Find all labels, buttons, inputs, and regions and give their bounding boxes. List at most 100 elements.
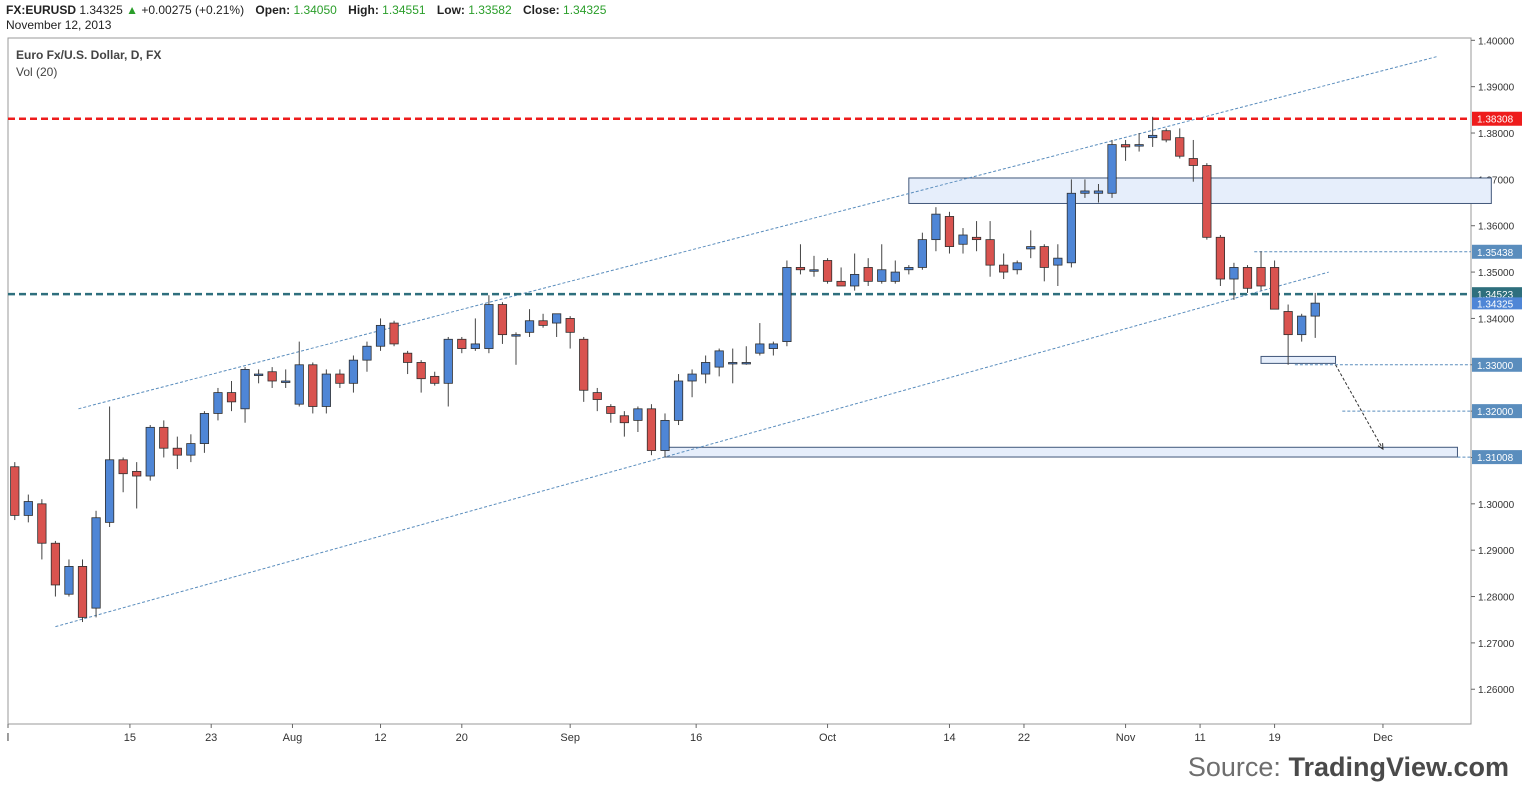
source-brand: TradingView.com — [1288, 752, 1509, 782]
candle-up — [809, 269, 819, 272]
candle-up — [104, 459, 115, 523]
candle-up — [186, 443, 196, 456]
x-tick-label: 14 — [943, 732, 955, 744]
level-price-tag — [1472, 244, 1522, 259]
candle-up — [348, 359, 359, 384]
y-tick-label: 1.37000 — [1478, 175, 1515, 186]
candle-down — [497, 304, 508, 336]
candle-down — [457, 338, 467, 349]
arrow-head-icon — [1377, 443, 1384, 451]
candle-up — [1148, 134, 1158, 139]
y-tick-label: 1.27000 — [1478, 639, 1515, 650]
candle-down — [822, 260, 833, 282]
candle-down — [335, 373, 345, 384]
y-tick-label: 1.26000 — [1478, 685, 1515, 696]
candle-down — [1161, 130, 1171, 141]
candle-up — [1066, 192, 1076, 264]
candle-up — [931, 213, 941, 241]
plot-frame — [7, 37, 1472, 725]
candle-up — [1053, 257, 1063, 266]
level-price-label: 1.35438 — [1477, 248, 1514, 259]
candle-down — [795, 267, 806, 271]
open-label: Open: — [255, 3, 291, 17]
candle-down — [999, 264, 1009, 273]
x-tick-label: 23 — [205, 732, 217, 744]
zone-rectangle — [1260, 355, 1337, 364]
candle-up — [958, 234, 968, 245]
candle-up — [375, 324, 386, 347]
candle-up — [443, 338, 453, 384]
candle-down — [389, 322, 399, 345]
zone-rectangle — [664, 446, 1458, 458]
x-tick-label: 15 — [124, 732, 136, 744]
candle-up — [511, 334, 521, 337]
y-tick-label: 1.28000 — [1478, 593, 1515, 604]
channel-trendline — [78, 56, 1438, 410]
candle-up — [877, 269, 887, 282]
candle-down — [1283, 311, 1293, 336]
candle-up — [281, 380, 291, 383]
candle-down — [565, 318, 575, 333]
candle-up — [470, 343, 480, 349]
candle-up — [1026, 246, 1036, 250]
y-tick-label: 1.30000 — [1478, 500, 1515, 511]
candle-down — [416, 362, 426, 380]
candle-down — [1242, 267, 1253, 289]
level-price-label: 1.34523 — [1477, 290, 1514, 301]
candle-down — [159, 426, 169, 449]
candle-down — [863, 267, 873, 282]
source-prefix: Source: — [1187, 752, 1281, 782]
low-label: Low: — [436, 3, 465, 17]
candle-down — [37, 503, 47, 544]
candle-down — [77, 566, 88, 618]
chart-title: Euro Fx/U.S. Dollar, D, FX — [16, 48, 162, 62]
candle-up — [701, 362, 711, 375]
zone-rectangle — [908, 177, 1492, 204]
x-tick-label: 16 — [690, 732, 702, 744]
x-tick-label: Oct — [819, 732, 836, 744]
close-label: Close: — [522, 3, 560, 17]
candle-down — [836, 280, 846, 287]
candle-down — [1039, 246, 1049, 268]
candle-down — [1175, 137, 1185, 157]
candle-up — [23, 501, 33, 516]
candle-up — [1093, 190, 1104, 194]
open-value: 1.34050 — [293, 3, 337, 17]
candle-up — [1012, 262, 1022, 271]
candle-up — [552, 313, 562, 324]
last-price-label: 1.34325 — [1477, 299, 1514, 310]
projection-arrow — [1335, 364, 1384, 450]
candle-down — [1256, 267, 1266, 287]
symbol-name: FX:EURUSD — [6, 3, 77, 17]
y-tick-label: 1.29000 — [1478, 546, 1515, 557]
candle-up — [1310, 302, 1320, 317]
candle-down — [267, 371, 277, 382]
candle-down — [1215, 236, 1225, 280]
candle-up — [1229, 267, 1239, 280]
x-tick-label: 19 — [1268, 732, 1280, 744]
x-tick-label: Sep — [560, 732, 580, 744]
x-tick-label: Nov — [1116, 732, 1136, 744]
candle-up — [890, 271, 900, 282]
candle-up — [741, 362, 751, 365]
candle-down — [1120, 144, 1131, 148]
volume-indicator-label[interactable]: Vol (20) — [16, 65, 58, 79]
candle-up — [321, 373, 331, 407]
candle-up — [524, 320, 535, 333]
y-tick-label: 1.36000 — [1478, 222, 1515, 233]
candle-down — [538, 320, 548, 326]
low-value: 1.33582 — [468, 3, 512, 17]
candle-down — [430, 375, 440, 384]
candle-up — [294, 364, 304, 405]
candle-up — [484, 304, 494, 349]
candle-up — [145, 426, 155, 477]
candle-down — [606, 406, 616, 414]
candle-up — [782, 267, 792, 343]
candle-up — [850, 273, 860, 287]
candle-up — [904, 267, 914, 271]
close-value: 1.34325 — [563, 3, 607, 17]
y-tick-label: 1.35000 — [1478, 268, 1515, 279]
candle-down — [619, 415, 629, 424]
candle-up — [362, 345, 372, 361]
